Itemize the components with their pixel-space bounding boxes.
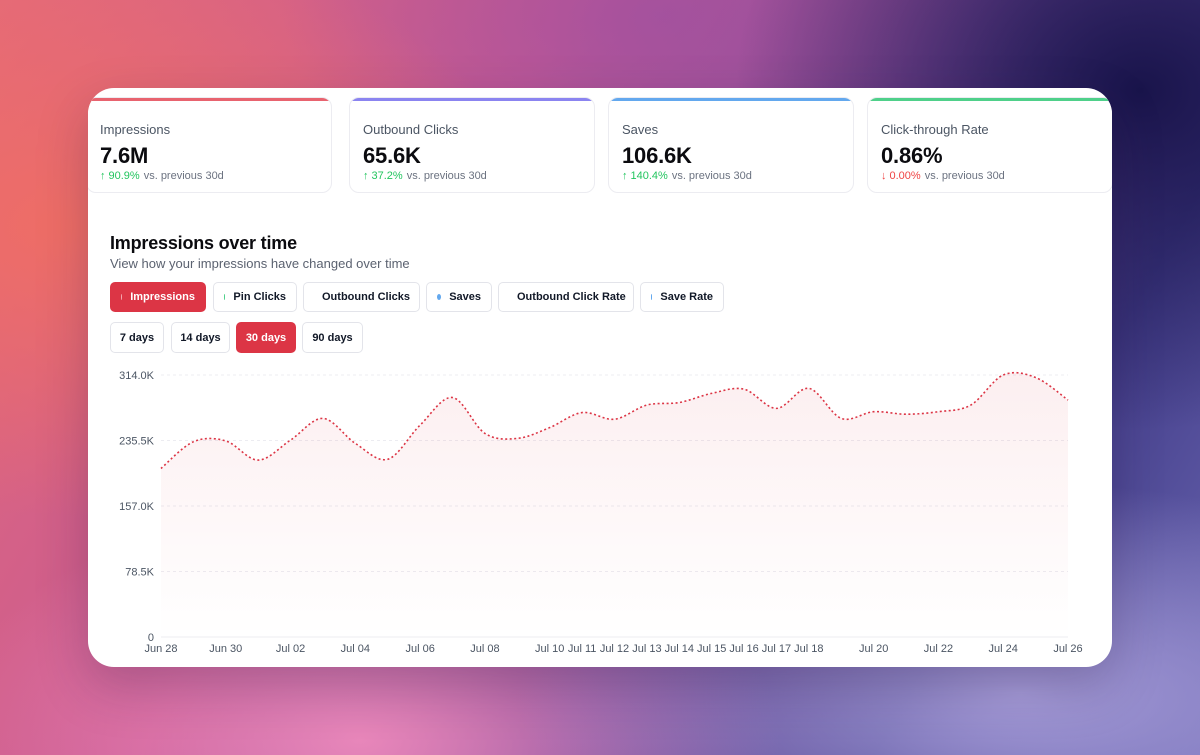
arrow-down-icon: ↓: [881, 170, 887, 182]
x-tick-label: Jul 10: [535, 643, 564, 655]
x-tick-label: Jun 28: [144, 643, 177, 655]
metric-comparison: vs. previous 30d: [143, 170, 224, 182]
arrow-up-icon: ↑: [363, 170, 369, 182]
dot-icon: [651, 294, 653, 300]
toggle-pin-clicks[interactable]: Pin Clicks: [213, 282, 297, 312]
toggle-outbound-clicks[interactable]: Outbound Clicks: [303, 282, 420, 312]
metric-delta: ↑ 140.4% vs. previous 30d: [622, 170, 752, 182]
metric-change: 0.00%: [889, 170, 921, 182]
arrow-up-icon: ↑: [622, 170, 628, 182]
metric-label: Impressions: [100, 122, 171, 137]
metric-accent-bar: [350, 98, 594, 101]
y-tick-label: 235.5K: [119, 436, 155, 448]
metric-card-saves[interactable]: Saves 106.6K ↑ 140.4% vs. previous 30d: [608, 97, 854, 193]
x-tick-label: Jul 13: [632, 643, 661, 655]
metric-comparison: vs. previous 30d: [924, 170, 1005, 182]
metric-change: 37.2%: [371, 170, 403, 182]
toggle-label: Impressions: [130, 291, 195, 303]
y-tick-label: 78.5K: [125, 567, 154, 579]
toggle-label: Outbound Clicks: [322, 291, 410, 303]
metric-label: Saves: [622, 122, 659, 137]
toggle-label: Outbound Click Rate: [517, 291, 626, 303]
y-tick-label: 157.0K: [119, 501, 155, 513]
y-axis: 0 78.5K 157.0K 235.5K 314.0K: [119, 370, 155, 644]
metric-comparison: vs. previous 30d: [406, 170, 487, 182]
x-tick-label: Jul 02: [276, 643, 305, 655]
metric-label: Outbound Clicks: [363, 122, 459, 137]
x-tick-label: Jul 04: [341, 643, 370, 655]
metric-comparison: vs. previous 30d: [671, 170, 752, 182]
metric-label: Click-through Rate: [881, 122, 989, 137]
x-tick-label: Jul 08: [470, 643, 499, 655]
metric-card-outbound-clicks[interactable]: Outbound Clicks 65.6K ↑ 37.2% vs. previous…: [349, 97, 595, 193]
x-tick-label: Jul 22: [924, 643, 953, 655]
section-subtitle: View how your impressions have changed o…: [110, 256, 410, 271]
x-axis: Jun 28 Jun 30 Jul 02 Jul 04 Jul 06 Jul 08 Jul …: [144, 643, 1082, 655]
toggle-label: Saves: [449, 291, 481, 303]
x-tick-label: Jul 14: [665, 643, 694, 655]
impressions-chart: 0 78.5K 157.0K 235.5K 314.0K Jun 28 Jun 30 Jul…: [119, 370, 1083, 655]
toggle-impressions[interactable]: Impressions: [110, 282, 206, 312]
toggle-saves[interactable]: Saves: [426, 282, 492, 312]
range-90-days[interactable]: 90 days: [302, 322, 363, 353]
x-tick-label: Jun 30: [209, 643, 242, 655]
dot-icon: [224, 294, 226, 300]
metric-change: 140.4%: [630, 170, 668, 182]
dot-icon: [437, 294, 442, 300]
metric-card-impressions[interactable]: Impressions 7.6M ↑ 90.9% vs. previous 30d: [88, 97, 332, 193]
y-tick-label: 314.0K: [119, 370, 155, 382]
section-title: Impressions over time: [110, 233, 297, 253]
metric-delta: ↑ 90.9% vs. previous 30d: [100, 170, 224, 182]
range-7-days[interactable]: 7 days: [110, 322, 164, 353]
metric-change: 90.9%: [108, 170, 140, 182]
toggle-label: Pin Clicks: [233, 291, 286, 303]
y-tick-label: 0: [148, 632, 154, 644]
x-tick-label: Jul 24: [989, 643, 1018, 655]
dot-icon: [121, 294, 123, 300]
toggle-label: Save Rate: [660, 291, 713, 303]
dashboard-card: Impressions 7.6M ↑ 90.9% vs. previous 30d …: [88, 88, 1112, 667]
metric-accent-bar: [88, 98, 331, 101]
x-tick-label: Jul 11: [568, 643, 597, 655]
metric-value: 0.86%: [881, 143, 943, 168]
arrow-up-icon: ↑: [100, 170, 106, 182]
toggle-outbound-click-rate[interactable]: Outbound Click Rate: [498, 282, 634, 312]
range-14-days[interactable]: 14 days: [171, 322, 230, 353]
x-tick-label: Jul 26: [1053, 643, 1082, 655]
x-tick-label: Jul 06: [405, 643, 434, 655]
metric-accent-bar: [868, 98, 1112, 101]
toggle-save-rate[interactable]: Save Rate: [640, 282, 724, 312]
metric-card-click-through-rate[interactable]: Click-through Rate 0.86% ↓ 0.00% vs. previ…: [867, 97, 1112, 193]
metric-value: 106.6K: [622, 143, 692, 168]
metric-accent-bar: [609, 98, 853, 101]
impressions-line: [160, 371, 1069, 470]
x-tick-label: Jul 16: [729, 643, 758, 655]
x-tick-label: Jul 15: [697, 643, 726, 655]
x-tick-label: Jul 18: [794, 643, 823, 655]
metric-delta: ↑ 37.2% vs. previous 30d: [363, 170, 487, 182]
range-30-days[interactable]: 30 days: [236, 322, 296, 353]
metric-delta: ↓ 0.00% vs. previous 30d: [881, 170, 1005, 182]
metric-value: 65.6K: [363, 143, 421, 168]
impressions-area: [161, 372, 1068, 637]
x-tick-label: Jul 17: [762, 643, 791, 655]
x-tick-label: Jul 20: [859, 643, 888, 655]
x-tick-label: Jul 12: [600, 643, 629, 655]
metric-value: 7.6M: [100, 143, 149, 168]
